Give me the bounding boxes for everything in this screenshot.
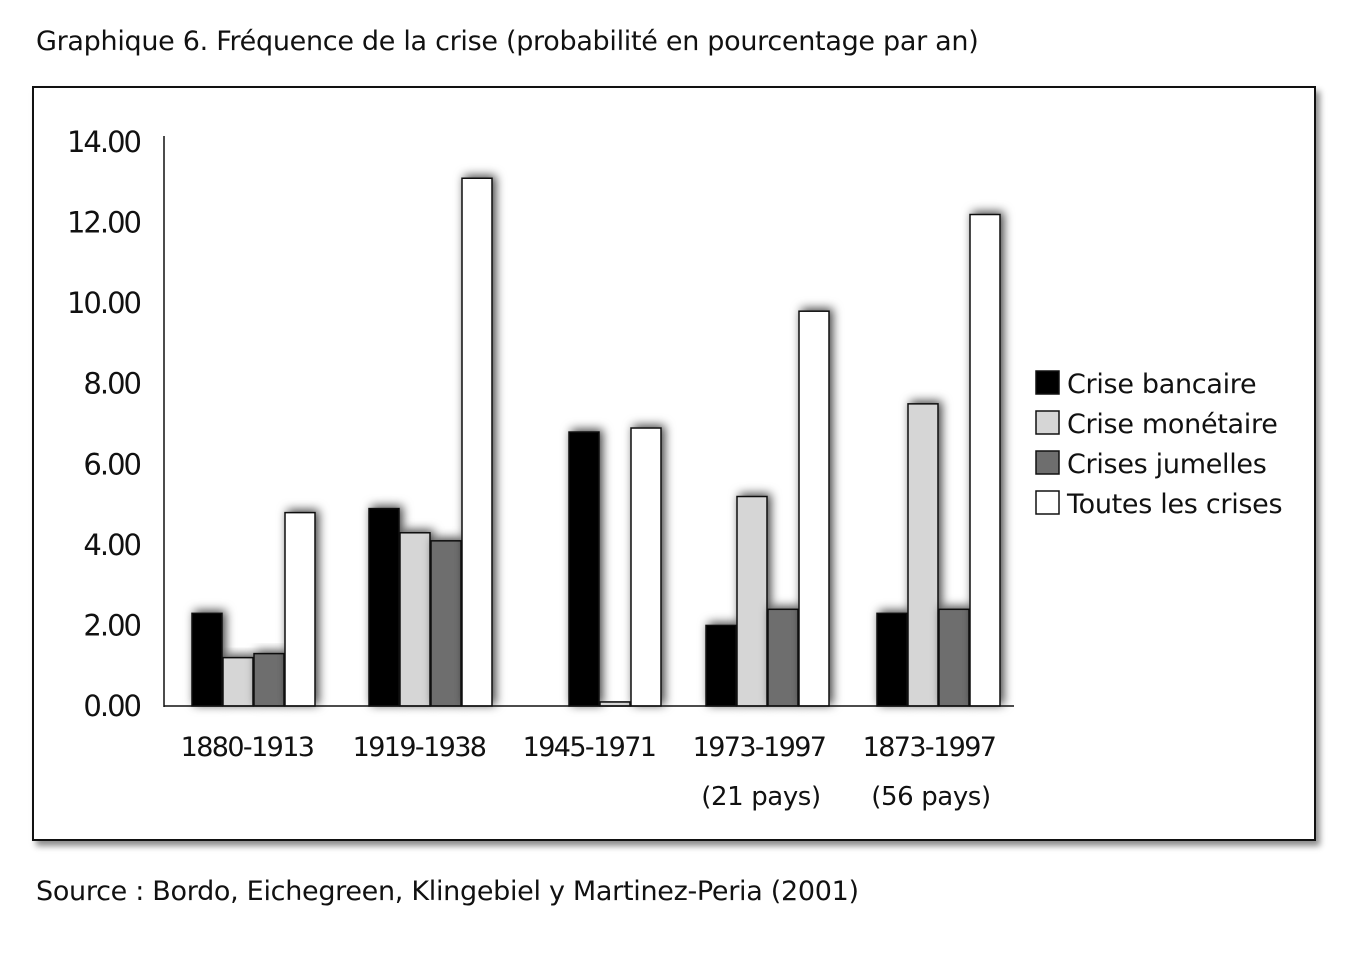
bar-crise-bancaire-1973-1997 — [705, 624, 737, 707]
y-axis: 0.00 2.00 4.00 6.00 8.00 10.00 12.00 14.00 — [67, 125, 165, 723]
bar-crise-mon-taire-1880-1913 — [222, 656, 254, 707]
legend-label: Crises jumelles — [1067, 449, 1267, 480]
bar-toutes-les-crises-1945-1971 — [630, 427, 662, 707]
bar-toutes-les-crises-1873-1997 — [969, 213, 1001, 707]
chart-frame: 0.00 2.00 4.00 6.00 8.00 10.00 12.00 14.00 1880… — [32, 86, 1316, 841]
x-tick-label: 1873-1997 — [863, 732, 996, 763]
legend: Crise bancaire Crise monétaire Crises jume… — [1035, 369, 1283, 520]
x-tick-label: 1880-1913 — [181, 732, 314, 763]
x-axis: 1880-1913 1919-1938 1945-1971 1973-1997 (21 … — [164, 705, 1014, 812]
y-tick-label: 6.00 — [83, 447, 140, 481]
bar-crises-jumelles-1880-1913 — [253, 652, 285, 707]
source-note: Source : Bordo, Eichegreen, Klingebiel y… — [36, 876, 859, 907]
bar-crises-jumelles-1973-1997 — [767, 608, 799, 707]
y-tick-label: 12.00 — [67, 206, 141, 240]
bar-toutes-les-crises-1919-1938 — [461, 177, 493, 707]
y-tick-label: 0.00 — [83, 689, 140, 723]
bars — [191, 177, 1001, 707]
bar-crise-bancaire-1873-1997 — [876, 612, 908, 707]
y-tick-label: 4.00 — [83, 528, 140, 562]
y-tick-label: 8.00 — [83, 367, 140, 401]
y-tick-label: 14.00 — [67, 125, 141, 159]
x-tick-note: (21 pays) — [701, 782, 820, 812]
bar-crise-mon-taire-1919-1938 — [399, 532, 431, 707]
bar-crises-jumelles-1873-1997 — [938, 608, 970, 707]
x-tick-label: 1973-1997 — [693, 732, 826, 763]
bar-crise-mon-taire-1973-1997 — [736, 495, 768, 707]
legend-swatch — [1035, 410, 1060, 435]
x-tick-label: 1945-1971 — [523, 732, 656, 763]
x-tick-label: 1919-1938 — [353, 732, 486, 763]
y-tick-label: 2.00 — [83, 608, 140, 642]
legend-swatch — [1035, 490, 1060, 515]
legend-label: Crise bancaire — [1067, 369, 1256, 400]
legend-swatch — [1035, 370, 1060, 395]
x-tick-note: (56 pays) — [871, 782, 990, 812]
y-tick-label: 10.00 — [67, 286, 141, 320]
legend-swatch — [1035, 450, 1060, 475]
bar-crise-bancaire-1945-1971 — [568, 431, 600, 707]
bar-toutes-les-crises-1880-1913 — [284, 511, 316, 707]
legend-label: Crise monétaire — [1067, 409, 1278, 440]
bar-crise-bancaire-1880-1913 — [191, 612, 223, 707]
page-title: Graphique 6. Fréquence de la crise (prob… — [36, 26, 979, 57]
legend-label: Toutes les crises — [1066, 489, 1282, 520]
bar-chart: 0.00 2.00 4.00 6.00 8.00 10.00 12.00 14.00 1880… — [67, 125, 1283, 812]
bar-crise-bancaire-1919-1938 — [368, 507, 400, 707]
bar-crise-mon-taire-1873-1997 — [907, 403, 939, 707]
bar-toutes-les-crises-1973-1997 — [798, 310, 830, 707]
bar-crises-jumelles-1919-1938 — [430, 540, 462, 707]
